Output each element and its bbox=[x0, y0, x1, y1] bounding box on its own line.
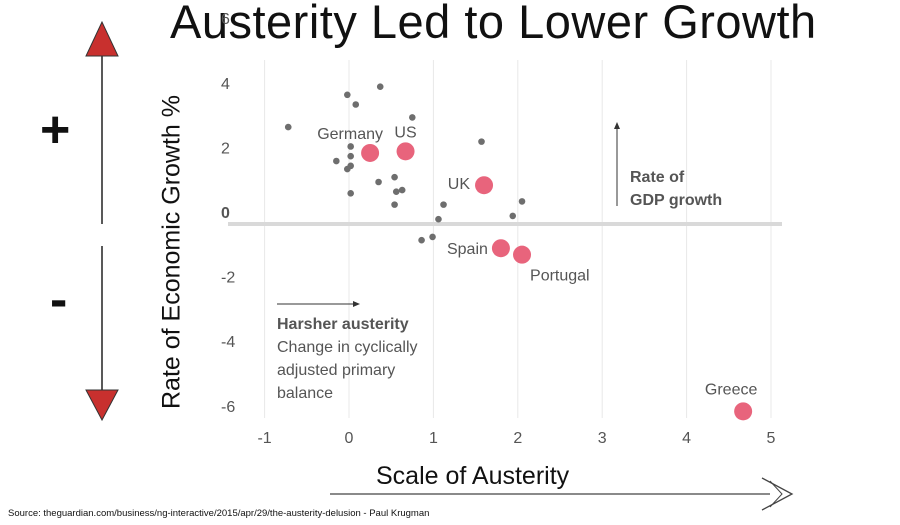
data-point bbox=[376, 83, 384, 91]
y-tick-label: 6 bbox=[221, 11, 230, 28]
data-point bbox=[392, 188, 400, 195]
harsher-austerity-arrow-icon bbox=[277, 301, 360, 307]
negative-growth-arrow-icon bbox=[85, 246, 119, 422]
y-tick-labels: 6 4 2 0 -2 -4 -6 bbox=[221, 11, 235, 416]
grid-lines bbox=[264, 60, 772, 418]
chart-title: Austerity Led to Lower Growth bbox=[170, 0, 817, 48]
data-point bbox=[429, 233, 436, 241]
y-axis-label: Rate of Economic Growth % bbox=[157, 94, 186, 410]
data-point bbox=[435, 215, 442, 223]
gdp-growth-arrow-icon bbox=[614, 122, 620, 206]
plus-sign: + bbox=[40, 101, 71, 159]
point-label: US bbox=[394, 124, 416, 141]
x-tick-label: 5 bbox=[767, 430, 776, 447]
minus-sign: - bbox=[50, 271, 68, 329]
x-tick-label: -1 bbox=[257, 430, 271, 447]
point-label: UK bbox=[448, 176, 471, 193]
data-point bbox=[409, 114, 416, 121]
austerity-note-line-2: adjusted primary bbox=[277, 362, 396, 379]
highlight-point bbox=[361, 143, 380, 162]
data-points bbox=[284, 83, 526, 244]
x-tick-label: 2 bbox=[513, 430, 522, 447]
data-point bbox=[352, 101, 360, 108]
data-point bbox=[398, 186, 406, 194]
highlight-point bbox=[734, 402, 753, 421]
source-citation: Source: theguardian.com/business/ng-inte… bbox=[8, 508, 430, 519]
gdp-growth-label-line-2: GDP growth bbox=[630, 192, 723, 209]
point-label: Greece bbox=[705, 381, 758, 398]
data-point bbox=[284, 123, 292, 131]
x-tick-label: 0 bbox=[345, 430, 354, 447]
y-tick-label: 0 bbox=[221, 205, 230, 222]
data-point bbox=[347, 143, 354, 150]
gdp-growth-label-line-1: Rate of bbox=[630, 169, 685, 186]
highlighted-points: Germany US UK Spain Portugal Greece bbox=[317, 124, 758, 421]
data-point bbox=[418, 236, 425, 244]
x-tick-labels: -1 0 1 2 3 4 5 bbox=[257, 430, 775, 447]
data-point bbox=[344, 165, 351, 173]
data-point bbox=[518, 198, 526, 205]
point-label: Germany bbox=[317, 126, 383, 143]
data-point bbox=[347, 190, 354, 197]
data-point bbox=[440, 201, 447, 208]
data-point bbox=[509, 212, 517, 220]
point-label: Portugal bbox=[530, 268, 590, 285]
data-point bbox=[375, 178, 382, 186]
data-point bbox=[478, 138, 485, 145]
point-label: Spain bbox=[447, 241, 488, 258]
austerity-note-line-3: balance bbox=[277, 385, 334, 402]
austerity-note-line-1: Change in cyclically bbox=[277, 339, 418, 356]
data-point bbox=[391, 201, 398, 208]
austerity-scale-arrow-icon bbox=[330, 477, 794, 511]
austerity-note-heading: Harsher austerity bbox=[277, 316, 409, 333]
highlight-point bbox=[475, 176, 494, 195]
positive-growth-arrow-icon bbox=[85, 20, 119, 224]
y-tick-label: -2 bbox=[221, 270, 235, 287]
x-tick-label: 4 bbox=[682, 430, 691, 447]
austerity-note: Harsher austerity Change in cyclically a… bbox=[277, 313, 418, 405]
highlight-point bbox=[396, 142, 415, 161]
x-tick-label: 1 bbox=[429, 430, 438, 447]
y-tick-label: -6 bbox=[221, 399, 235, 416]
data-point bbox=[344, 91, 351, 99]
highlight-point bbox=[513, 245, 532, 264]
y-tick-label: -4 bbox=[221, 334, 235, 351]
gdp-growth-label: Rate of GDP growth bbox=[630, 166, 722, 212]
x-axis-label: Scale of Austerity bbox=[376, 462, 570, 490]
data-point bbox=[333, 157, 340, 165]
y-tick-label: 4 bbox=[221, 76, 230, 93]
data-point bbox=[391, 173, 398, 181]
data-point bbox=[347, 152, 354, 160]
highlight-point bbox=[491, 239, 510, 258]
y-tick-label: 2 bbox=[221, 140, 230, 157]
x-tick-label: 3 bbox=[598, 430, 607, 447]
